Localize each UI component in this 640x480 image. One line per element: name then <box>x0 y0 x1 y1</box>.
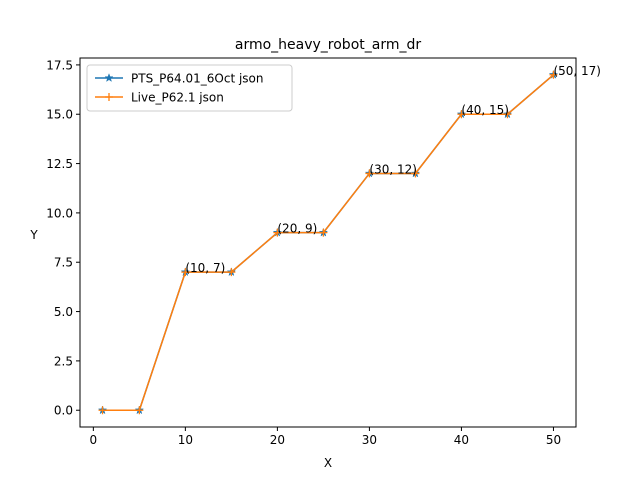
axes: 0 10 20 30 40 50 0.0 2.5 5.0 7.5 10.0 12.5 15.0 17.5 <box>46 57 577 447</box>
chart-title: armo_heavy_robot_arm_dr <box>235 37 421 53</box>
legend-label: Live_P62.1 json <box>131 91 224 105</box>
data-label: (40, 15) <box>461 103 509 117</box>
data-label: (10, 7) <box>185 261 225 275</box>
data-point <box>319 228 328 237</box>
data-label: (50, 17) <box>553 64 601 78</box>
legend-box <box>86 64 293 112</box>
x-tick-label: 50 <box>546 433 561 447</box>
y-axis-label: Y <box>29 228 38 242</box>
y-tick-label: 15.0 <box>46 108 73 122</box>
data-label: (20, 9) <box>277 222 317 236</box>
y-tick-label: 10.0 <box>46 206 73 220</box>
data-point <box>227 268 236 277</box>
data-point <box>365 169 374 178</box>
series-2 <box>98 70 558 415</box>
series-layer <box>97 69 559 415</box>
data-point <box>273 228 282 237</box>
x-tick-label: 30 <box>362 433 377 447</box>
data-point <box>411 169 420 178</box>
x-tick-label: 0 <box>90 433 98 447</box>
y-tick-label: 0.0 <box>54 404 73 418</box>
y-tick-label: 17.5 <box>46 58 73 72</box>
legend-marker <box>104 73 114 83</box>
data-point <box>181 268 190 277</box>
annotation-layer: (10, 7) (20, 9) (30, 12) (40, 15) (50, 17) <box>185 64 601 275</box>
y-tick-label: 2.5 <box>54 354 73 368</box>
x-tick-label: 10 <box>178 433 193 447</box>
plot-frame <box>79 57 577 428</box>
data-point <box>549 70 558 79</box>
y-tick-label: 7.5 <box>54 256 73 270</box>
data-point <box>503 110 512 119</box>
x-tick-label: 40 <box>454 433 469 447</box>
legend: PTS_P64.01_6Oct json Live_P62.1 json <box>86 64 293 112</box>
x-axis-label: X <box>324 456 332 470</box>
data-point <box>457 110 466 119</box>
x-tick-label: 20 <box>270 433 285 447</box>
data-label: (30, 12) <box>369 162 417 176</box>
data-point <box>98 406 107 415</box>
legend-label: PTS_P64.01_6Oct json <box>131 72 264 86</box>
y-tick-label: 12.5 <box>46 157 73 171</box>
data-point <box>135 406 144 415</box>
legend-marker <box>105 93 113 101</box>
y-tick-label: 5.0 <box>54 305 73 319</box>
